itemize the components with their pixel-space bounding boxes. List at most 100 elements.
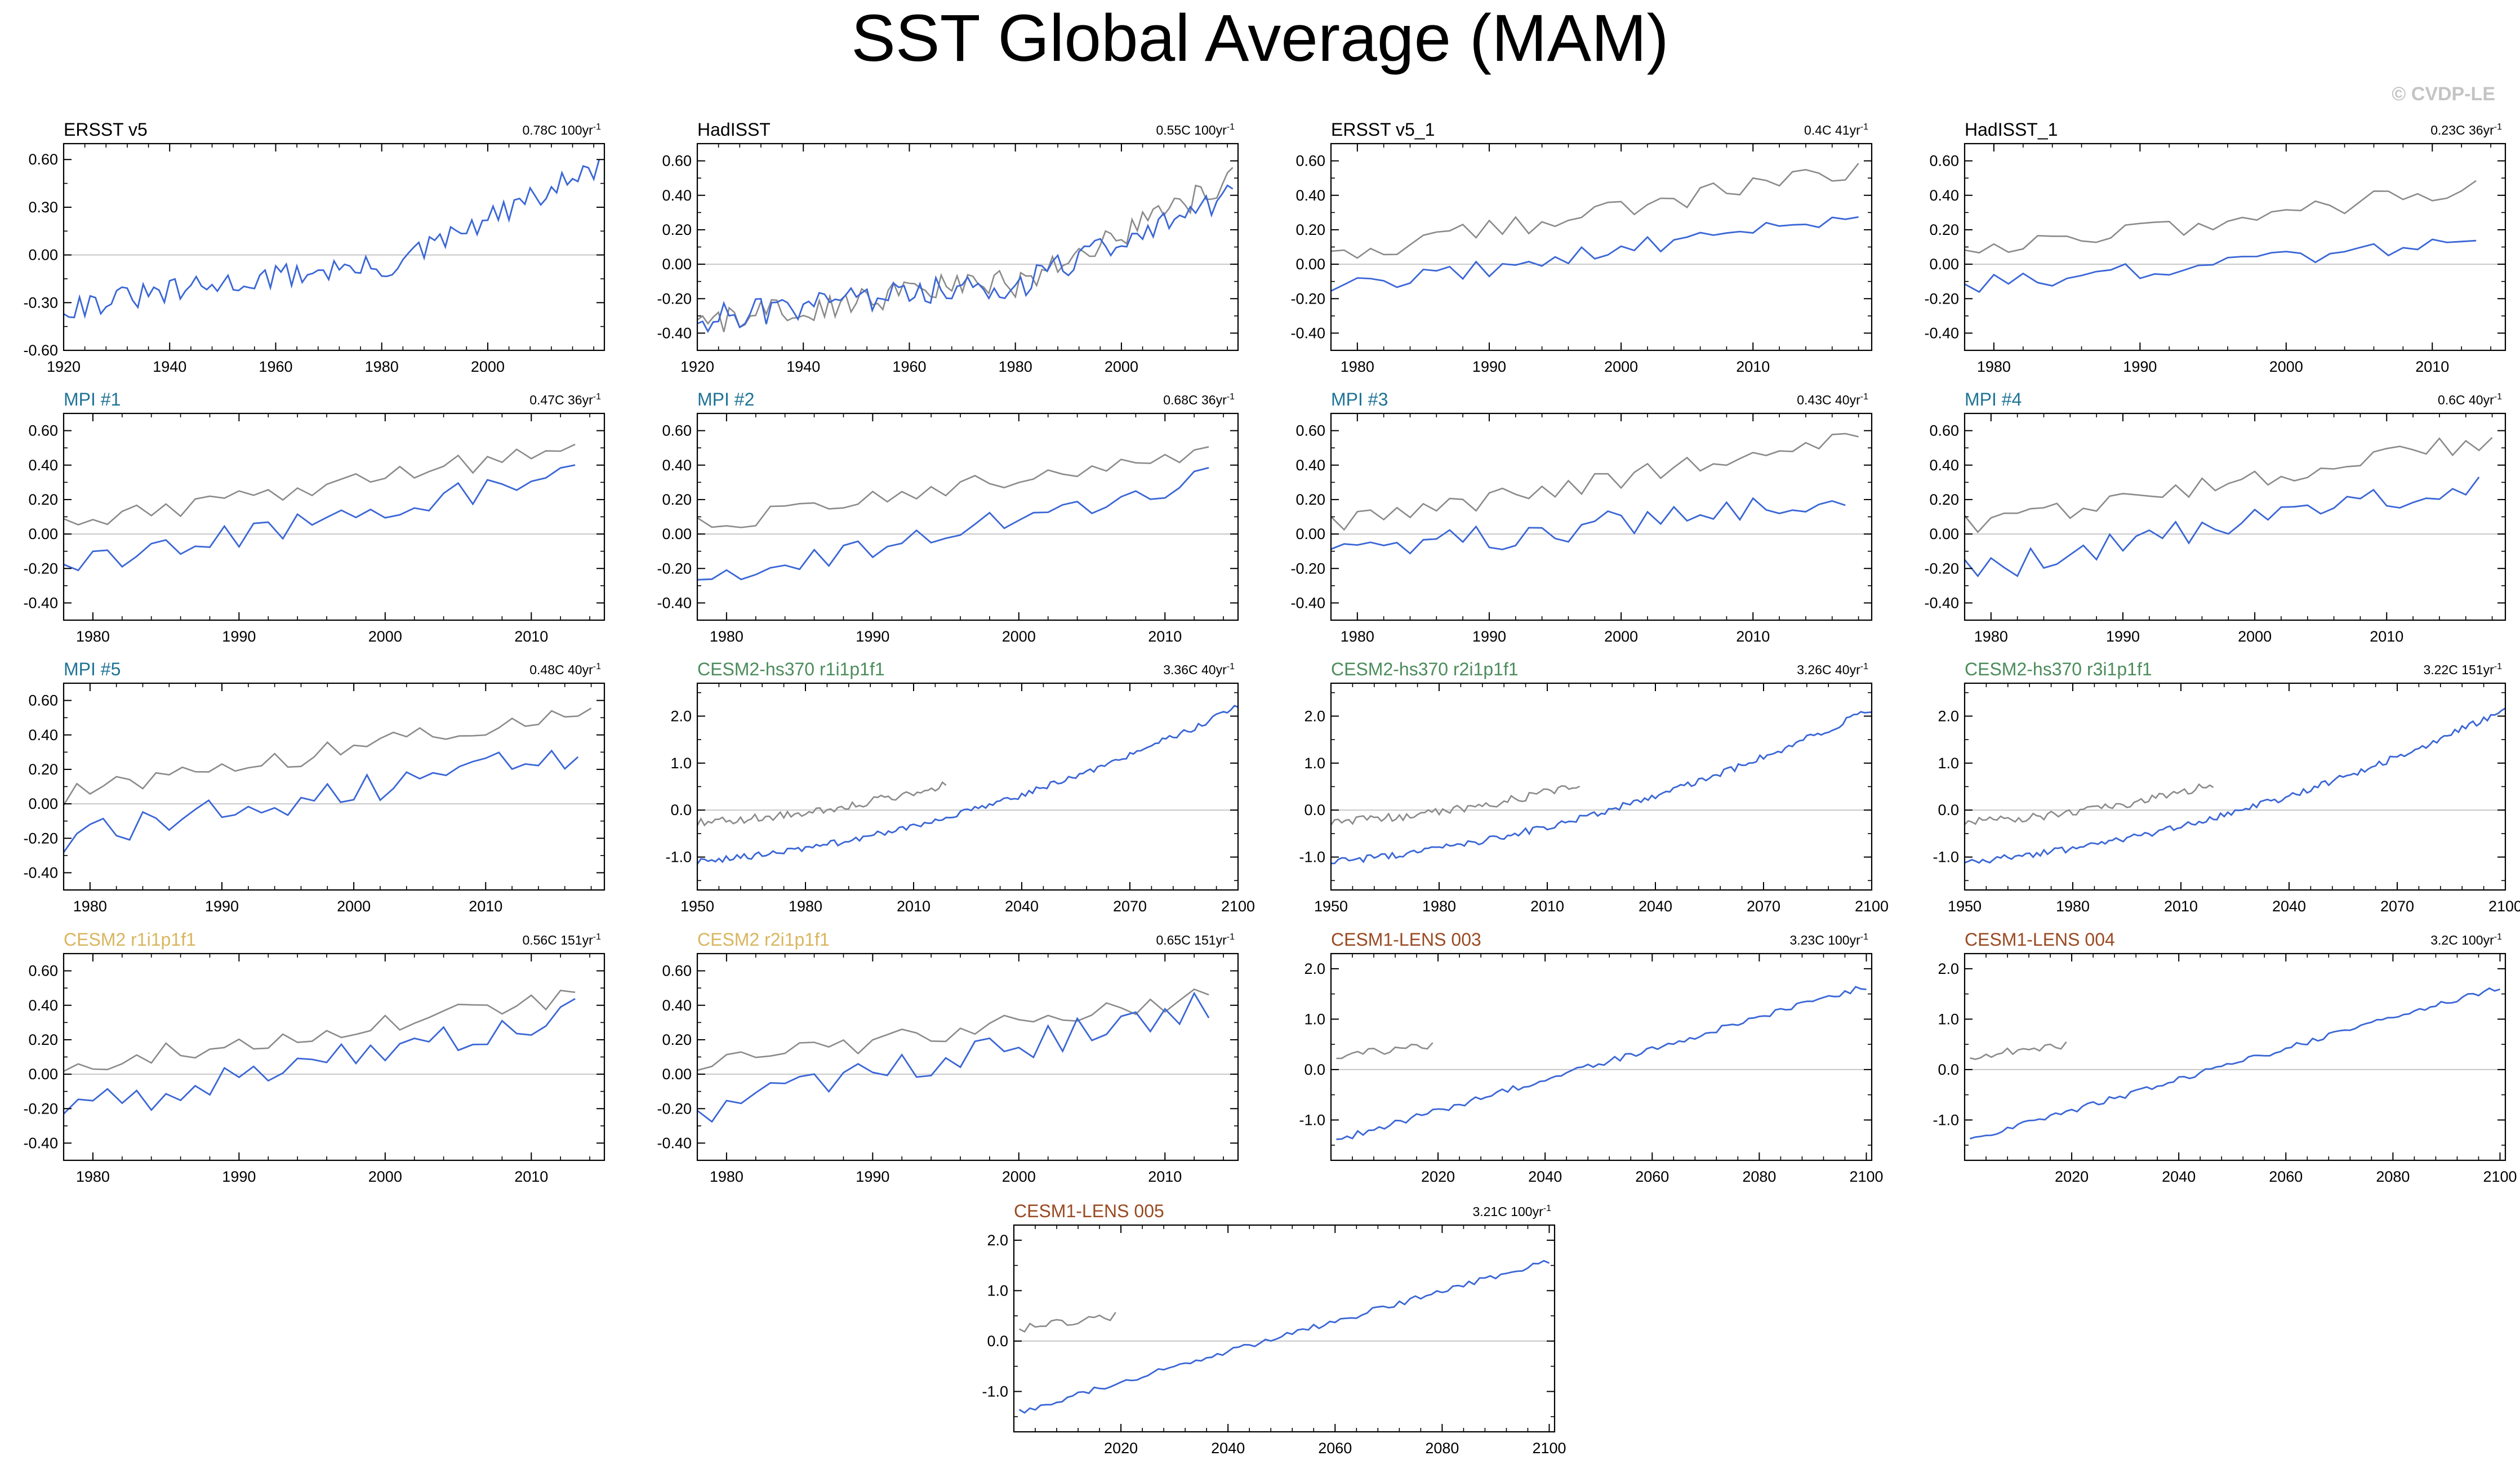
obs-series-line — [1018, 1312, 1116, 1333]
y-tick-label: 0.20 — [28, 761, 58, 778]
trend-label: 0.65C 151yr-1 — [1156, 932, 1235, 947]
y-tick-label: -0.20 — [1290, 290, 1325, 307]
panel-title: MPI #3 — [1331, 389, 1388, 409]
y-tick-label: 0.40 — [1295, 187, 1325, 204]
x-tick-label: 2010 — [897, 898, 930, 915]
obs-series-line — [1330, 785, 1580, 826]
model-series-line — [1330, 216, 1859, 292]
y-tick-label: 0.20 — [662, 491, 692, 508]
y-tick-label: 0.60 — [28, 151, 58, 168]
panel-title: ERSST v5 — [64, 119, 148, 140]
x-tick-label: 2040 — [1211, 1440, 1245, 1457]
panel-p13: -0.40 -0.20 0.00 0.20 0.40 0.60 1980 1990 2000 20… — [23, 929, 605, 1185]
plot-frame — [1013, 1224, 1556, 1433]
x-tick-label: 1980 — [710, 628, 743, 645]
y-tick-label: -0.40 — [1924, 324, 1959, 341]
x-tick-label: 1950 — [1948, 898, 1982, 915]
y-tick-label: 0.0 — [987, 1333, 1008, 1350]
y-tick-label: 0.20 — [662, 221, 692, 238]
plot-frame — [1964, 143, 2506, 351]
y-tick-label: -1.0 — [1933, 1111, 1959, 1128]
model-series-line — [1336, 986, 1867, 1141]
x-tick-label: 1920 — [680, 358, 714, 375]
y-tick-label: 1.0 — [1938, 755, 1959, 772]
y-tick-label: -0.40 — [1290, 324, 1325, 341]
panel-title: CESM2-hs370 r1i1p1f1 — [697, 659, 885, 679]
y-tick-label: 0.00 — [662, 526, 692, 542]
panel-title: CESM1-LENS 005 — [1014, 1201, 1164, 1221]
plot-frame — [1330, 682, 1873, 891]
y-tick-label: 0.00 — [1295, 526, 1325, 542]
trend-label: 3.22C 151yr-1 — [2423, 662, 2502, 677]
y-tick-label: 0.40 — [28, 727, 58, 744]
obs-series-line — [1336, 1042, 1433, 1059]
y-tick-label: 2.0 — [1938, 707, 1959, 724]
y-tick-label: 2.0 — [1938, 960, 1959, 977]
y-tick-label: 0.0 — [1304, 802, 1325, 818]
x-tick-label: 2080 — [1742, 1168, 1776, 1185]
y-tick-label: -0.20 — [23, 560, 58, 577]
y-tick-label: -0.40 — [1924, 594, 1959, 611]
model-series-line — [1964, 477, 2480, 577]
model-series-line — [1330, 497, 1846, 555]
y-tick-label: 0.20 — [1295, 221, 1325, 238]
panel-p15: -1.0 0.0 1.0 2.0 2020 2040 2060 2080 2100 CESM1-L… — [1299, 929, 1883, 1185]
x-tick-label: 2020 — [1104, 1440, 1138, 1457]
panel-p2: -0.40 -0.20 0.00 0.20 0.40 0.60 1920 1940 1960 19… — [657, 119, 1239, 375]
trend-label: 3.21C 100yr-1 — [1472, 1204, 1551, 1219]
x-tick-label: 2040 — [1639, 898, 1672, 915]
panel-p16: -1.0 0.0 1.0 2.0 2020 2040 2060 2080 2100 CESM1-L… — [1933, 929, 2517, 1185]
y-tick-label: -1.0 — [1299, 1111, 1325, 1128]
y-tick-label: 0.0 — [1938, 802, 1959, 818]
panel-title: MPI #2 — [697, 389, 754, 409]
x-tick-label: 2070 — [1747, 898, 1780, 915]
panel-p10: -1.0 0.0 1.0 2.0 1950 1980 2010 2040 2070 2100 CES… — [665, 659, 1255, 915]
model-series-line — [63, 998, 576, 1115]
panel-title: CESM2-hs370 r2i1p1f1 — [1331, 659, 1519, 679]
y-tick-label: 0.20 — [1929, 491, 1959, 508]
trend-label: 3.23C 100yr-1 — [1789, 932, 1868, 947]
model-series-line — [63, 464, 576, 572]
panel-p4: -0.40 -0.20 0.00 0.20 0.40 0.60 1980 1990 2000 20… — [1924, 119, 2506, 375]
x-tick-label: 2000 — [1105, 358, 1138, 375]
y-tick-label: -0.40 — [657, 1134, 692, 1151]
y-tick-label: 0.0 — [1304, 1061, 1325, 1078]
x-tick-label: 2070 — [2380, 898, 2414, 915]
model-series-line — [697, 991, 1210, 1123]
y-tick-label: -0.20 — [1924, 290, 1959, 307]
x-tick-label: 2070 — [1113, 898, 1147, 915]
model-series-line — [1970, 987, 2500, 1139]
y-tick-label: 0.40 — [662, 187, 692, 204]
y-tick-label: 0.20 — [662, 1031, 692, 1048]
trend-label: 0.55C 100yr-1 — [1156, 122, 1235, 137]
y-tick-label: 0.60 — [662, 422, 692, 439]
obs-series-line — [1970, 1041, 2067, 1060]
copyright-label: © CVDP-LE — [2392, 83, 2495, 105]
y-tick-label: -0.30 — [23, 294, 58, 311]
model-series-line — [696, 705, 1239, 865]
y-tick-label: -0.20 — [657, 290, 692, 307]
plot-frame — [63, 143, 605, 351]
x-tick-label: 2060 — [2269, 1168, 2303, 1185]
obs-series-line — [63, 443, 576, 526]
plot-frame — [1964, 412, 2506, 621]
trend-label: 0.43C 40yr-1 — [1797, 392, 1868, 407]
y-tick-label: 0.00 — [662, 1066, 692, 1083]
plot-frame — [63, 412, 605, 621]
x-tick-label: 2100 — [2488, 898, 2520, 915]
y-tick-label: 0.40 — [1929, 457, 1959, 474]
plot-frame — [696, 952, 1239, 1161]
obs-series-line — [1964, 180, 2477, 254]
model-series-line — [1964, 238, 2477, 293]
x-tick-label: 2010 — [469, 898, 502, 915]
y-tick-label: -1.0 — [665, 849, 692, 866]
y-tick-label: 2.0 — [670, 707, 692, 724]
y-tick-label: 0.00 — [28, 247, 58, 264]
y-tick-label: 0.00 — [662, 256, 692, 273]
y-tick-label: 0.20 — [1929, 221, 1959, 238]
plot-frame — [696, 682, 1239, 891]
x-tick-label: 2010 — [2370, 628, 2403, 645]
x-tick-label: 2010 — [1148, 1168, 1182, 1185]
y-tick-label: -0.40 — [23, 594, 58, 611]
